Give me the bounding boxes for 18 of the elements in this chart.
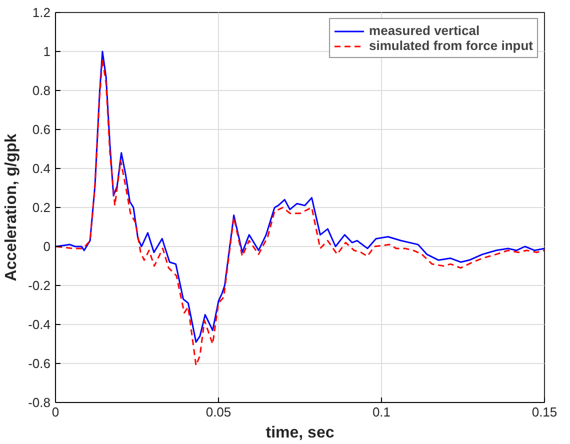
- y-tick-label: -0.8: [28, 395, 51, 410]
- y-tick-label: 0.6: [32, 122, 51, 137]
- legend-label: measured vertical: [369, 23, 480, 38]
- y-tick-label: 1.2: [32, 5, 51, 20]
- legend-label: simulated from force input: [369, 38, 533, 53]
- y-axis-title: Acceleration, g/gpk: [3, 134, 20, 282]
- y-tick-label: -0.4: [28, 317, 51, 332]
- y-tick-label: 0: [43, 239, 51, 254]
- x-axis-title: time, sec: [266, 424, 334, 442]
- y-tick-label: 0.4: [32, 161, 51, 176]
- x-tick-label: 0.15: [532, 404, 558, 420]
- y-tick-label: -0.2: [28, 278, 51, 293]
- x-tick-label: 0.1: [372, 404, 391, 420]
- y-tick-label: 0.8: [32, 83, 51, 98]
- y-tick-label: 0.2: [32, 200, 51, 215]
- y-tick-label: -0.6: [28, 356, 51, 371]
- x-tick-label: 0.05: [206, 404, 232, 420]
- y-tick-label: 1: [43, 44, 51, 59]
